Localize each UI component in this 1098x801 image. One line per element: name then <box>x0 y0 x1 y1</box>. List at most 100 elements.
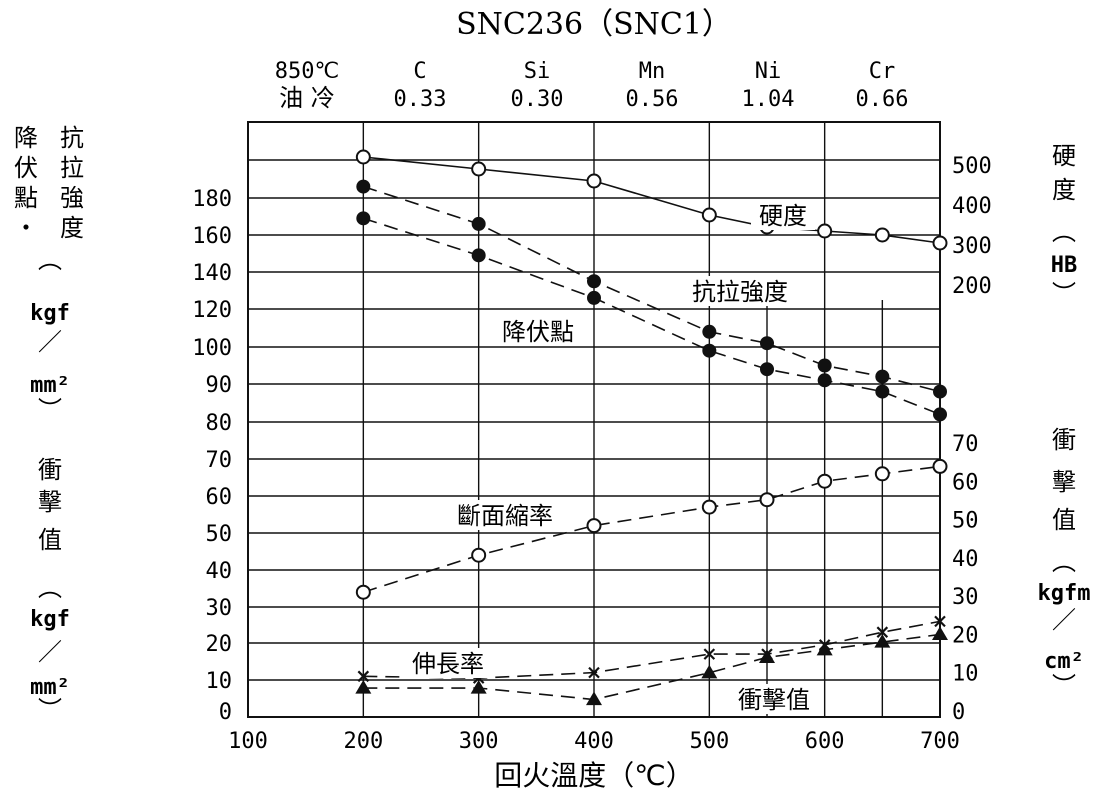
data-point <box>471 248 486 263</box>
series-label: 伸長率 <box>412 650 484 678</box>
series-label: 降伏點 <box>502 318 574 346</box>
heat-treatment-method: 油 冷 <box>279 84 335 112</box>
impact-tick-label: 60 <box>952 470 979 495</box>
left-tick-label: 80 <box>206 411 233 436</box>
left-axis-label-char: 降 <box>14 124 38 152</box>
x-tick-label: 100 <box>228 729 268 754</box>
heat-treatment-temp: 850℃ <box>275 59 339 84</box>
left-tick-label: 0 <box>219 700 232 725</box>
series-label: 斷面縮率 <box>457 502 553 530</box>
left-axis-label-char: 點 <box>14 184 38 212</box>
left-axis-lower-label-char: 擊 <box>38 488 62 516</box>
left-tick-label: 70 <box>206 448 233 473</box>
data-point <box>760 336 774 351</box>
data-point <box>817 358 832 373</box>
data-point <box>587 290 601 305</box>
left-tick-label: 140 <box>192 261 232 286</box>
left-axis-lower-label-char: kgf <box>30 607 70 632</box>
composition-value: 0.30 <box>511 87 564 112</box>
series-label-bg <box>751 200 815 230</box>
x-tick-label: 700 <box>920 729 960 754</box>
left-tick-label: 90 <box>206 373 233 398</box>
data-point <box>759 649 775 663</box>
data-point <box>355 149 371 165</box>
x-tick-label: 300 <box>459 729 499 754</box>
impact-axis-label-char: 衝 <box>1052 426 1076 454</box>
data-point <box>587 274 601 289</box>
left-axis-lower-label-char: 值 <box>38 526 62 554</box>
data-point <box>932 235 948 251</box>
impact-axis-label-char: 值 <box>1052 506 1076 534</box>
left-tick-label: 50 <box>206 522 233 547</box>
impact-tick-label: 0 <box>952 700 965 725</box>
data-point <box>355 584 371 600</box>
data-point <box>701 664 718 679</box>
data-point <box>817 473 833 489</box>
left-axis-unit-char: ／ <box>38 328 62 356</box>
composition-element: Cr <box>869 59 896 84</box>
data-point <box>701 207 717 223</box>
left-axis-unit-char: kgf <box>30 301 70 326</box>
data-point <box>932 458 948 474</box>
data-point <box>356 179 371 194</box>
impact-tick-label: 40 <box>952 547 979 572</box>
impact-axis-label-char: ︵ <box>1052 548 1076 576</box>
data-point <box>874 227 890 243</box>
data-point <box>702 324 717 339</box>
x-tick-label: 600 <box>805 729 845 754</box>
series-label: 抗拉強度 <box>692 278 788 306</box>
left-tick-label: 120 <box>192 298 232 323</box>
data-point <box>703 648 716 660</box>
hardness-axis-label-char: ︶ <box>1052 280 1076 308</box>
left-axis-label-char: 抗 <box>60 124 84 152</box>
data-point <box>933 384 947 399</box>
left-tick-label: 100 <box>192 336 232 361</box>
left-axis-unit-char: mm² <box>30 373 70 398</box>
composition-element: Ni <box>755 59 782 84</box>
series-label-bg <box>402 648 494 678</box>
series-line <box>363 185 941 393</box>
left-axis-label-char: 度 <box>60 214 84 242</box>
chart-title: SNC236（SNC1） <box>456 7 732 42</box>
hardness-tick-label: 300 <box>952 234 992 259</box>
series-label-bg <box>728 684 820 714</box>
hardness-tick-label: 400 <box>952 194 992 219</box>
left-axis-unit-char: ︶ <box>38 396 62 424</box>
data-point <box>357 670 370 683</box>
left-axis-label-char: 強 <box>60 184 84 212</box>
series-line <box>363 620 941 679</box>
left-tick-label: 10 <box>206 669 233 694</box>
data-point <box>759 492 775 508</box>
series-label: 硬度 <box>759 202 807 230</box>
left-axis-lower-label-char: ︵ <box>38 574 62 602</box>
series-line <box>363 633 941 701</box>
data-point <box>471 547 487 563</box>
series-line <box>363 217 941 416</box>
x-tick-label: 400 <box>574 729 614 754</box>
hardness-tick-label: 500 <box>952 154 992 179</box>
left-tick-label: 60 <box>206 485 233 510</box>
hardness-axis-label-char: 度 <box>1052 176 1076 204</box>
impact-axis-label-char: kgfm <box>1038 581 1091 606</box>
left-axis-lower-label-char: ／ <box>38 638 62 666</box>
series-label-bg <box>445 500 565 530</box>
composition-value: 1.04 <box>742 87 795 112</box>
data-point <box>875 369 890 384</box>
composition-element: C <box>413 59 426 84</box>
x-tick-label: 200 <box>343 729 383 754</box>
data-point <box>933 407 947 422</box>
hardness-axis-label-char: 硬 <box>1052 142 1076 170</box>
data-point <box>701 499 717 515</box>
series-label-bg <box>492 316 584 346</box>
left-tick-label: 180 <box>192 187 232 212</box>
data-point <box>875 384 890 399</box>
hardness-tick-label: 200 <box>952 274 992 299</box>
series-line <box>363 465 941 593</box>
data-point <box>934 615 946 628</box>
impact-tick-label: 70 <box>952 432 979 457</box>
data-point <box>356 211 371 226</box>
series-label-bg <box>680 276 800 306</box>
x-tick-label: 500 <box>689 729 729 754</box>
left-axis-lower-label-char: 衝 <box>38 456 62 484</box>
